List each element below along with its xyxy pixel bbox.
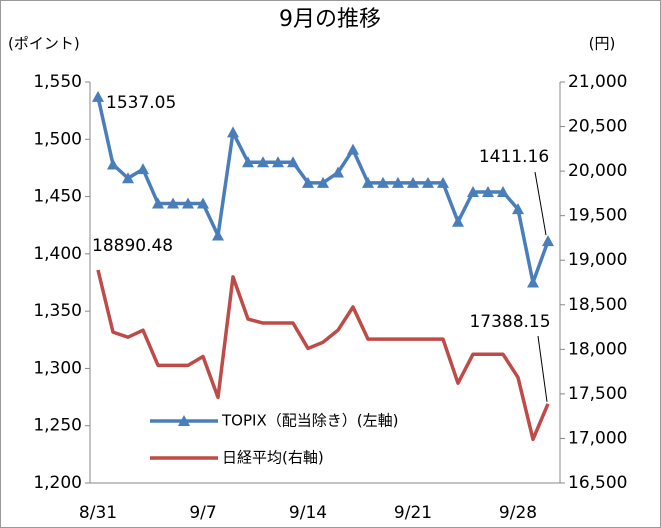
y2-tick-label: 19,500 [568, 206, 627, 226]
y2-tick-label: 17,000 [568, 428, 627, 448]
point-marker [122, 172, 134, 184]
point-marker [362, 176, 374, 188]
y-tick-label: 1,500 [33, 129, 82, 149]
chart-title: 9月の推移 [279, 7, 381, 32]
point-marker [332, 166, 344, 178]
y2-tick-label: 20,500 [568, 117, 627, 137]
legend-label: TOPIX（配当除き）(左軸) [221, 412, 398, 430]
point-marker [242, 156, 254, 168]
point-marker [437, 176, 449, 188]
point-marker [497, 185, 509, 197]
point-marker [302, 176, 314, 188]
point-marker [452, 215, 464, 227]
y2-tick-label: 19,000 [568, 250, 627, 270]
point-marker [92, 90, 104, 102]
y-tick-label: 1,250 [33, 416, 82, 436]
x-tick-label: 9/7 [189, 503, 216, 523]
point-marker [392, 176, 404, 188]
point-marker [512, 203, 524, 215]
point-marker [152, 197, 164, 209]
point-marker [482, 185, 494, 197]
point-marker [317, 176, 329, 188]
series-line [96, 269, 550, 442]
data-label: 1537.05 [106, 93, 176, 113]
point-marker [272, 156, 284, 168]
point-marker [182, 197, 194, 209]
y-tick-label: 1,550 [33, 72, 82, 92]
point-marker [467, 185, 479, 197]
x-tick-label: 9/21 [394, 503, 432, 523]
y2-tick-label: 17,500 [568, 384, 627, 404]
point-marker [407, 176, 419, 188]
point-marker [212, 229, 224, 241]
y-tick-label: 1,400 [33, 244, 82, 264]
leader-line [534, 171, 547, 236]
point-marker [167, 197, 179, 209]
leader-line [537, 335, 548, 402]
y-tick-label: 1,300 [33, 358, 82, 378]
point-marker [377, 176, 389, 188]
point-marker [257, 156, 269, 168]
y2-tick-label: 18,000 [568, 339, 627, 359]
point-marker [227, 126, 239, 138]
y-tick-label: 1,200 [33, 473, 82, 493]
x-tick-label: 8/31 [79, 503, 117, 523]
point-marker [347, 143, 359, 155]
legend-label: 日経平均(右軸) [222, 449, 324, 467]
y-axis-label: (ポイント) [8, 35, 80, 53]
point-marker [197, 197, 209, 209]
point-marker [422, 176, 434, 188]
y2-axis-label: (円) [589, 35, 616, 53]
y2-tick-label: 21,000 [568, 72, 627, 92]
point-marker [107, 158, 119, 170]
data-label: 17388.15 [469, 312, 550, 332]
point-marker [542, 235, 554, 247]
point-marker [287, 156, 299, 168]
y2-tick-label: 16,500 [568, 473, 627, 493]
point-marker [527, 276, 539, 288]
legend-marker [178, 415, 190, 426]
x-tick-label: 9/28 [499, 503, 537, 523]
point-marker [137, 163, 149, 175]
data-label: 1411.16 [479, 147, 549, 167]
x-tick-label: 9/14 [289, 503, 327, 523]
y2-tick-label: 18,500 [568, 295, 627, 315]
data-label: 18890.48 [92, 236, 173, 256]
y-tick-label: 1,350 [33, 301, 82, 321]
y-tick-label: 1,450 [33, 187, 82, 207]
y2-tick-label: 20,000 [568, 161, 627, 181]
